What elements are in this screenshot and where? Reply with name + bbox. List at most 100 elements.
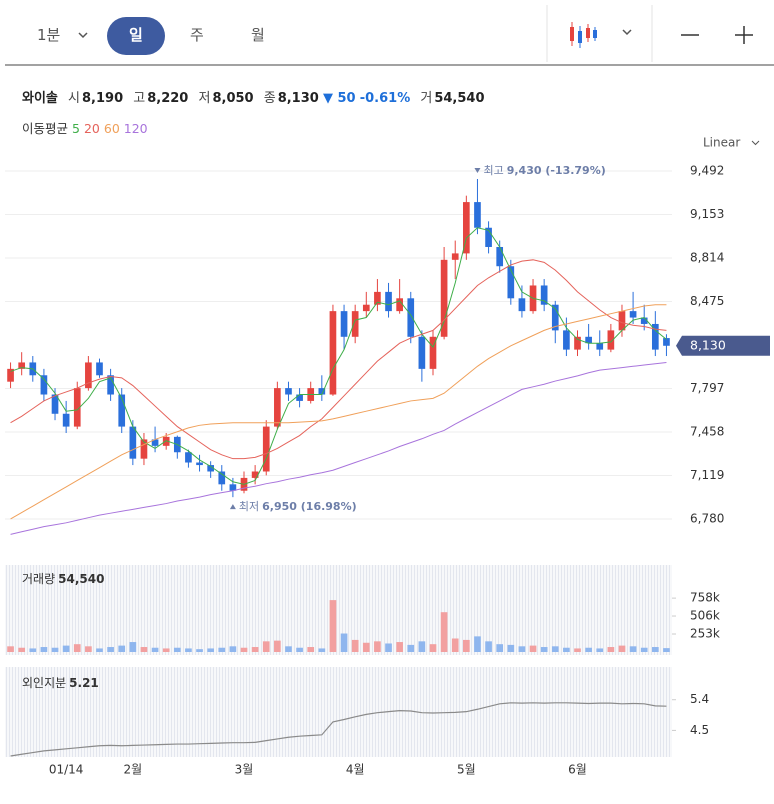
volume-bar (185, 648, 192, 652)
last-price-tag (676, 335, 770, 356)
chart-type-icon[interactable] (570, 22, 597, 48)
candle-body (129, 426, 137, 459)
y-tick-label: 9,492 (690, 164, 724, 178)
panel-title: 거래량 54,540 (22, 572, 104, 586)
panel-title-text: 거래량 (22, 572, 55, 586)
volume-bar (563, 647, 570, 652)
dropdown-icon[interactable] (751, 140, 760, 146)
y-tick-label: 7,458 (690, 424, 724, 438)
tab[interactable]: 1분 (37, 26, 61, 44)
candle-body (351, 311, 359, 337)
tab[interactable]: 월 (251, 26, 265, 44)
quote-value: 8,050 (212, 91, 254, 106)
volume-bar (73, 644, 81, 652)
candle-body (207, 465, 214, 472)
volume-bar (451, 638, 459, 652)
candle-body (463, 202, 470, 254)
active-tab-bg[interactable] (107, 17, 165, 55)
candle-body (585, 336, 592, 344)
candle-body (496, 246, 504, 267)
candle-body (318, 388, 326, 395)
volume-bar (463, 639, 470, 652)
candle-body (485, 227, 492, 247)
tab[interactable]: 주 (190, 26, 204, 44)
annotation: 최고 9,430 (-13.79%) (483, 164, 605, 177)
volume-bar (207, 648, 214, 652)
quote-key: 거 (420, 91, 433, 106)
candle-body (518, 298, 526, 312)
legend-entry: 5 (72, 121, 80, 136)
volume-bar (162, 648, 170, 652)
scale-label[interactable]: Linear (703, 136, 740, 150)
quote-header: 와이솔 시 8,190 고 8,220 저 8,050 종 8,130 ▼ 50 -0.… (22, 87, 485, 106)
tab-active[interactable]: 일 (129, 26, 143, 44)
legend-entry: 60 (103, 121, 120, 136)
y-tick-label: 758k (690, 591, 720, 605)
volume-bar (396, 642, 403, 652)
high-marker (474, 167, 481, 173)
candle-body (296, 394, 303, 401)
quote-key: 종 (263, 91, 276, 106)
quote-key: 저 (198, 91, 211, 106)
volume-bar (529, 645, 537, 652)
volume-bar (407, 644, 415, 652)
annotation-label: 최고 (483, 164, 503, 177)
volume-bar (285, 646, 292, 652)
volume-bar (585, 647, 592, 652)
volume-bar (485, 641, 492, 652)
candle-body (607, 330, 615, 350)
candle-body (396, 298, 403, 312)
y-tick-label: 7,797 (690, 381, 724, 395)
candle-body (107, 375, 114, 395)
candle-body (73, 388, 81, 427)
volume-bar (274, 640, 281, 652)
volume-bar (418, 641, 426, 652)
dropdown-icon[interactable] (78, 32, 88, 39)
legend-entry: 20 (83, 121, 100, 136)
volume-bar (40, 647, 48, 652)
y-tick-label: 8,814 (690, 251, 724, 265)
panel-title-text: 외인지분 (22, 676, 66, 690)
candle-body (651, 323, 659, 350)
low-marker (229, 504, 236, 510)
volume-bar (29, 648, 37, 652)
candle-body (7, 368, 14, 382)
candle-body (185, 452, 192, 463)
volume-bar (385, 643, 392, 652)
change: ▼ 50 (322, 91, 356, 106)
legend: 이동평균 5 20 60 120 (22, 118, 148, 137)
foreign-line (10, 702, 667, 757)
candle-body (274, 388, 281, 427)
candle-body (551, 304, 559, 331)
volume-bar (663, 648, 670, 652)
candle-body (18, 362, 26, 369)
candle-body (640, 317, 648, 324)
quote-value: 8,220 (147, 91, 189, 106)
volume-bar (507, 644, 515, 652)
candle-body (618, 311, 626, 331)
x-tick-label: 5월 (457, 763, 476, 777)
volume-bar (607, 647, 615, 652)
candle-body (329, 311, 337, 395)
candle-body (429, 336, 437, 369)
x-tick-label: 2월 (123, 763, 142, 777)
volume-bar (7, 646, 14, 652)
candle-body (362, 304, 370, 312)
y-tick-label: 253k (690, 627, 720, 641)
x-tick-label: 4월 (346, 763, 365, 777)
candle-body (118, 394, 126, 427)
volume-bar (551, 646, 559, 652)
zoom-in[interactable] (735, 26, 753, 44)
foreign-panel (5, 667, 672, 757)
volume-bar (540, 647, 548, 652)
change-pct: -0.61% (359, 91, 411, 106)
quote-value: 8,190 (82, 91, 124, 106)
ma-line (10, 304, 667, 520)
volume-bar (329, 600, 337, 652)
volume-bar (262, 641, 270, 652)
dropdown-icon[interactable] (622, 29, 632, 36)
quote-value: 8,130 (277, 91, 319, 106)
volume-bar (218, 647, 226, 652)
annotation-value: 9,430 (-13.79%) (507, 164, 606, 177)
ma-line (10, 227, 667, 485)
